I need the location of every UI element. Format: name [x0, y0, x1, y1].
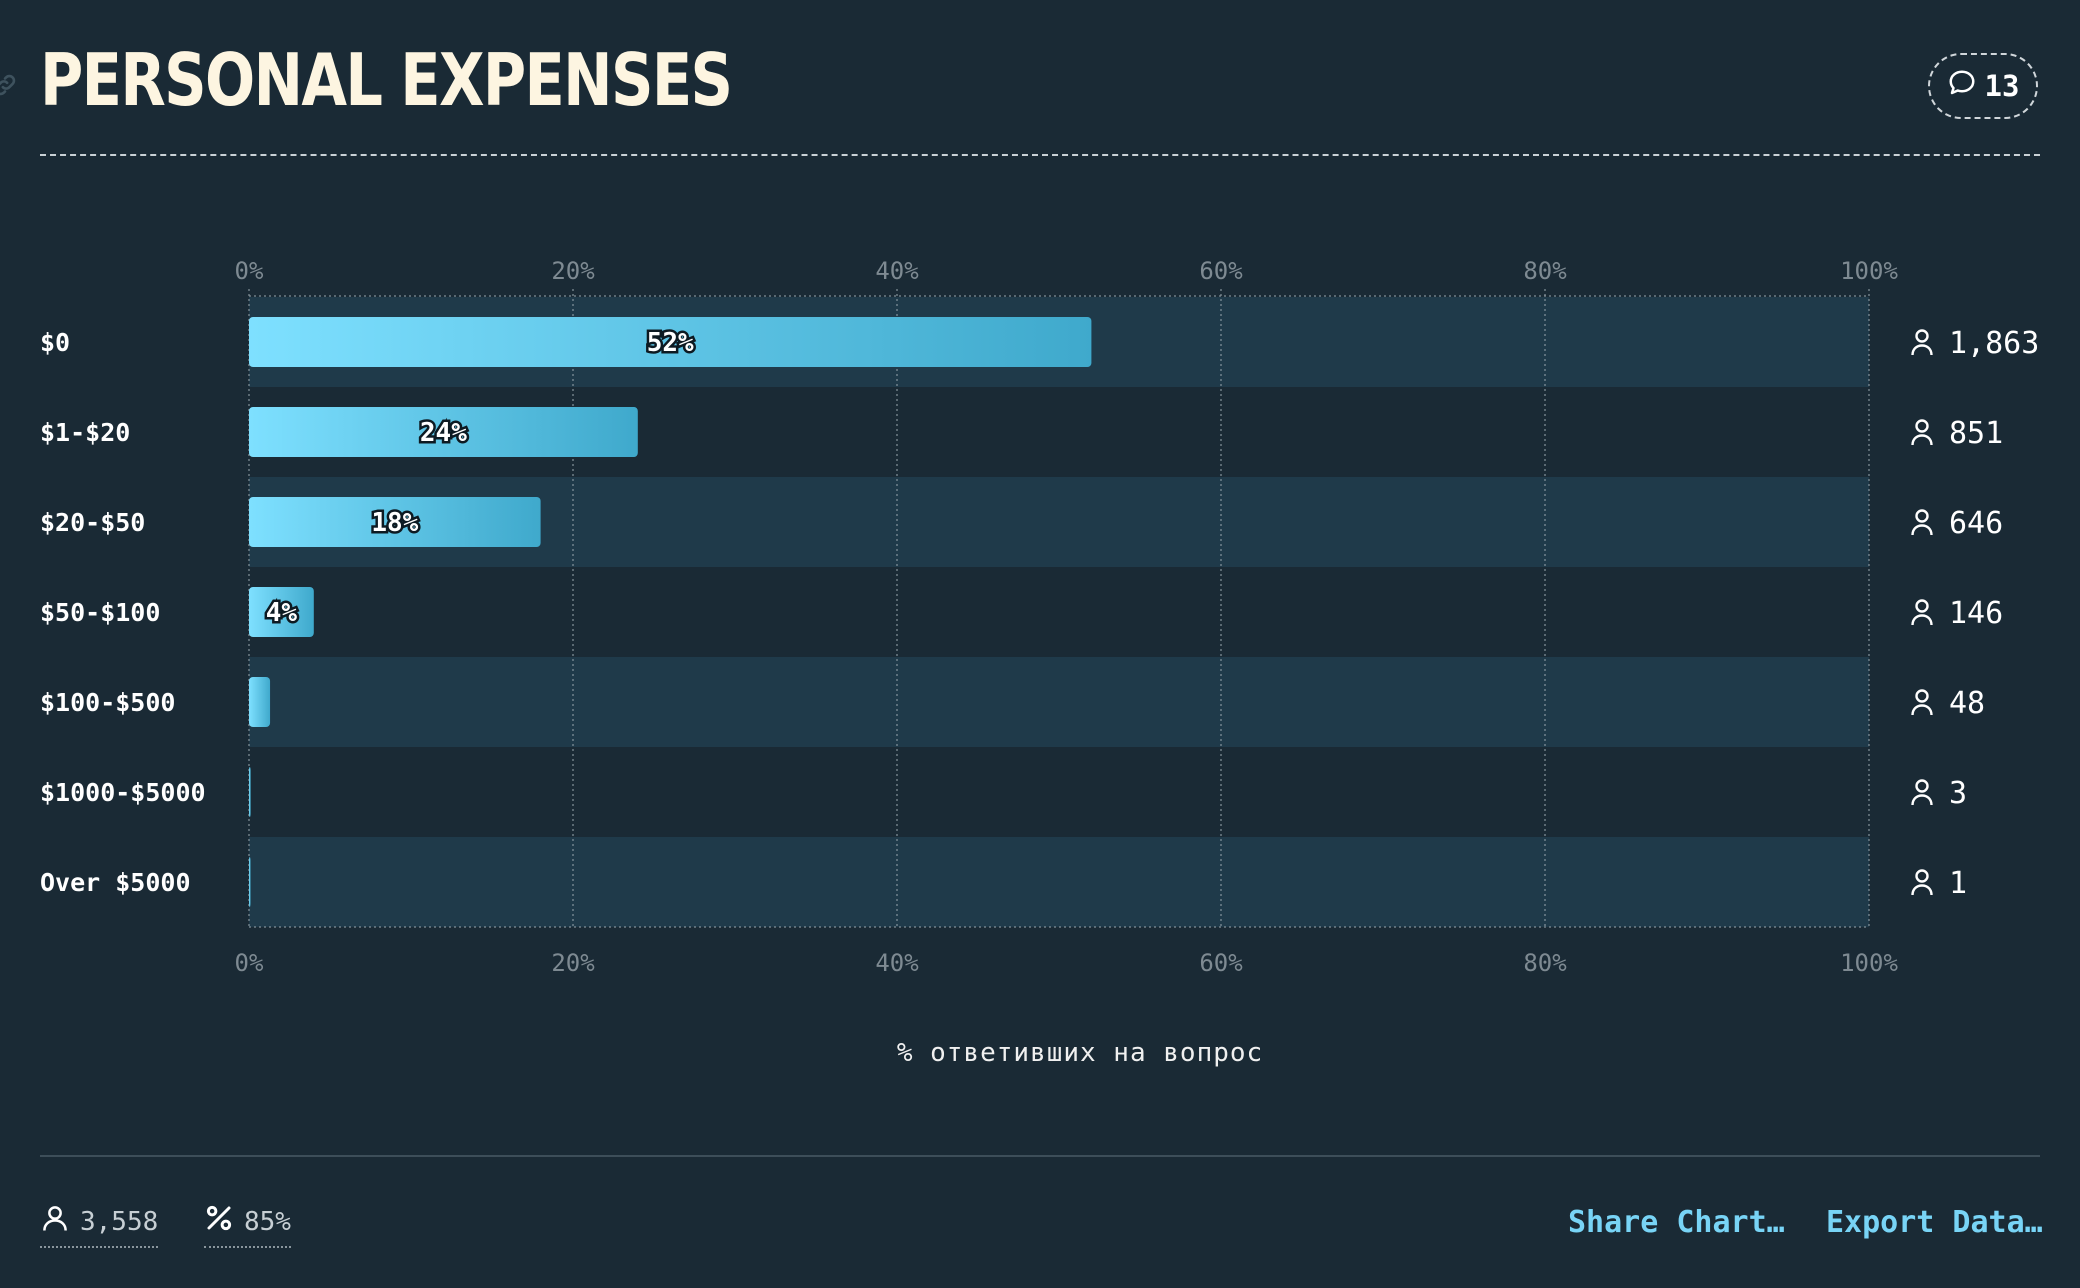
respondent-count: 851 [1949, 416, 2003, 451]
x-tick-label-top: 60% [1199, 257, 1243, 285]
row-band [249, 657, 1869, 747]
bar [249, 857, 251, 907]
bar [249, 317, 1092, 367]
x-tick-label-top: 40% [875, 257, 919, 285]
row-band [249, 837, 1869, 927]
respondent-count: 646 [1949, 506, 2003, 541]
percent-icon [204, 1203, 234, 1240]
total-respondents-value: 3,558 [80, 1206, 159, 1237]
respondent-count: 1 [1949, 866, 1967, 901]
total-respondents[interactable]: 3,558 [40, 1203, 159, 1248]
comments-button[interactable]: 13 [1928, 53, 2038, 119]
comment-icon [1947, 68, 1977, 105]
user-icon [1911, 599, 1933, 626]
user-icon [1911, 869, 1933, 896]
x-tick-label-top: 0% [235, 257, 264, 285]
bar-value-label: 52% [647, 328, 694, 358]
category-label: $1-$20 [40, 418, 130, 447]
user-icon [1911, 689, 1933, 716]
category-label: $0 [40, 328, 70, 357]
row-band [249, 747, 1869, 837]
row-band [249, 567, 1869, 657]
category-label: $20-$50 [40, 508, 145, 537]
user-icon [1911, 419, 1933, 446]
bar [249, 587, 314, 637]
respondent-count: 146 [1949, 596, 2003, 631]
respondent-count: 48 [1949, 686, 1985, 721]
user-icon [1911, 509, 1933, 536]
response-rate[interactable]: 85% [204, 1203, 291, 1248]
bar-value-label: 4% [266, 598, 298, 628]
x-tick-label-bottom: 20% [551, 949, 595, 977]
x-tick-label-top: 100% [1840, 257, 1898, 285]
category-label: $1000-$5000 [40, 778, 206, 807]
bar-value-label: 18% [371, 508, 418, 538]
x-tick-label-bottom: 60% [1199, 949, 1243, 977]
respondent-count: 1,863 [1949, 326, 2039, 361]
chart-title: PERSONAL EXPENSES [40, 38, 733, 122]
respondent-count: 3 [1949, 776, 1967, 811]
category-label: $100-$500 [40, 688, 175, 717]
bar [249, 767, 251, 817]
x-tick-label-top: 80% [1523, 257, 1567, 285]
user-icon [1911, 779, 1933, 806]
x-tick-label-bottom: 100% [1840, 949, 1898, 977]
title-divider [40, 154, 2040, 156]
user-icon [1911, 329, 1933, 356]
response-rate-value: 85% [244, 1206, 291, 1237]
x-tick-label-top: 20% [551, 257, 595, 285]
x-axis-title: % ответивших на вопрос [896, 1038, 1264, 1068]
share-chart-button[interactable]: Share Chart… [1568, 1205, 1785, 1240]
comments-count: 13 [1984, 69, 2020, 103]
export-data-button[interactable]: Export Data… [1826, 1205, 2043, 1240]
category-label: $50-$100 [40, 598, 160, 627]
x-tick-label-bottom: 40% [875, 949, 919, 977]
link-icon[interactable] [0, 72, 18, 102]
bar-chart: 0% 0% 20% 20% 40% 40% 60% 60% 80% 80% 100% 100% $0 52… [40, 257, 2039, 977]
user-icon [40, 1203, 70, 1240]
x-tick-label-bottom: 80% [1523, 949, 1567, 977]
bar [249, 497, 541, 547]
bar [249, 407, 638, 457]
bar-value-label: 24% [420, 418, 467, 448]
x-tick-label-bottom: 0% [235, 949, 264, 977]
footer-divider [40, 1155, 2040, 1157]
category-label: Over $5000 [40, 868, 191, 897]
bar [249, 677, 271, 727]
